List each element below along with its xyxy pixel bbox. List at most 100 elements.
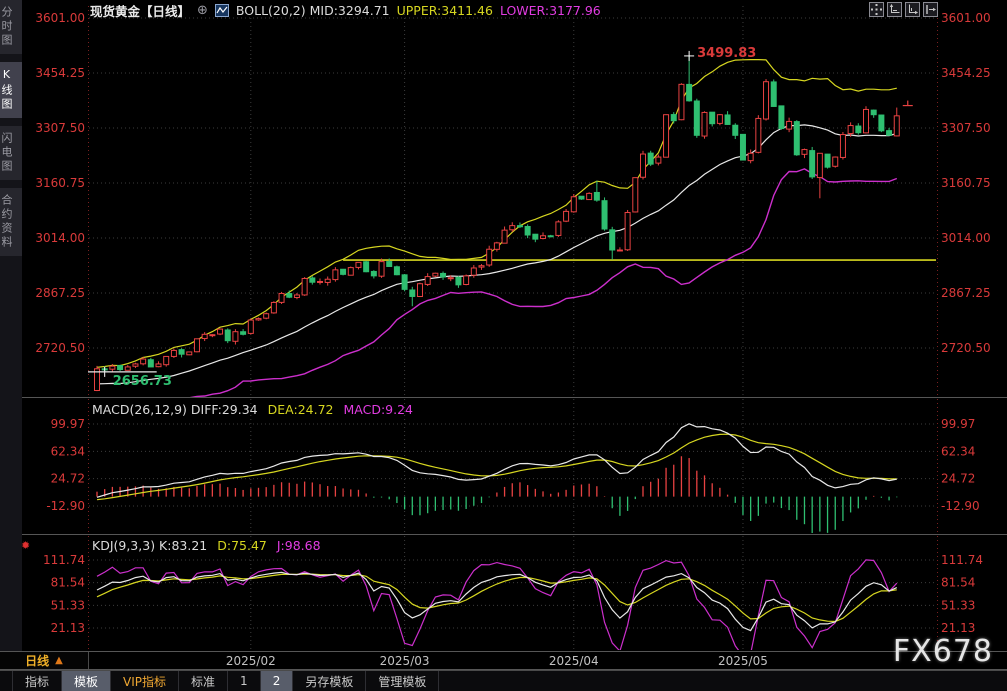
y-axis-label: 81.54 xyxy=(941,576,975,590)
candle-body xyxy=(763,81,770,120)
expand-icon[interactable]: ⊕ xyxy=(197,2,208,18)
candle-body xyxy=(809,150,816,178)
sidebar-item-time-chart[interactable]: 分时图 xyxy=(0,0,22,54)
toolbar-item-vip-indicators[interactable]: VIP指标 xyxy=(111,671,180,691)
toolbar-item-indicators[interactable]: 指标 xyxy=(13,671,63,691)
candle-body xyxy=(709,111,716,125)
candle-body xyxy=(516,225,523,228)
toolbar-item-manage-templates[interactable]: 管理模板 xyxy=(366,671,440,691)
candle-body xyxy=(447,277,454,280)
y-axis-label: 62.34 xyxy=(51,444,85,458)
toolbar-lead-spacer xyxy=(0,671,13,691)
candle-body xyxy=(109,365,116,370)
toolbar-item-slot-1[interactable]: 1 xyxy=(228,671,261,691)
kdj-chart[interactable] xyxy=(96,559,898,656)
candle-body xyxy=(286,293,293,298)
candle-body xyxy=(124,366,131,371)
candle-body xyxy=(155,363,162,368)
candle-body xyxy=(455,276,462,286)
candle-body xyxy=(878,114,885,132)
macd-dea-readout: DEA:24.72 xyxy=(267,402,334,417)
alert-icon[interactable]: ✹ xyxy=(21,539,31,552)
candle-body xyxy=(609,229,616,251)
macd-readout: MACD(26,12,9) DIFF:29.34 xyxy=(92,402,258,417)
candle-body xyxy=(217,328,224,335)
crosshair-tool-icon[interactable] xyxy=(869,2,884,17)
candle-body xyxy=(624,212,631,251)
candle-body xyxy=(532,233,539,240)
y-axis-label: 3307.50 xyxy=(941,121,991,135)
candle-body xyxy=(147,359,154,368)
macd-dea-line xyxy=(96,433,897,501)
candle-body xyxy=(547,235,554,238)
candle-body xyxy=(686,83,693,102)
toolbar-item-standard[interactable]: 标准 xyxy=(179,671,229,691)
high-annotation: 3499.83 xyxy=(697,46,756,61)
pan-right-icon[interactable] xyxy=(923,2,938,17)
candle-body xyxy=(801,149,808,155)
y-axis-label: 21.13 xyxy=(51,621,85,635)
candle-body xyxy=(578,195,585,200)
macd-diff-line xyxy=(96,423,897,498)
candle-body xyxy=(470,267,477,276)
y-axis-label: 111.74 xyxy=(941,553,983,567)
toolbar-item-slot-2[interactable]: 2 xyxy=(260,671,294,691)
y-axis-label: 24.72 xyxy=(51,472,85,486)
y-axis-label: 62.34 xyxy=(941,444,975,458)
y-axis-label: 3601.00 xyxy=(941,11,991,25)
fit-x-axis-icon[interactable] xyxy=(905,2,920,17)
candle-body xyxy=(463,275,470,285)
toolbar-item-save-template[interactable]: 另存模板 xyxy=(293,671,367,691)
candle-body xyxy=(140,358,147,365)
candle-body xyxy=(232,331,239,342)
y-axis-label: 3160.75 xyxy=(941,176,991,190)
candle-body xyxy=(224,329,231,342)
candle-body xyxy=(632,177,639,213)
macd-chart[interactable] xyxy=(96,423,898,533)
candle-body xyxy=(170,349,177,357)
period-selector[interactable]: 日线 ▲ xyxy=(0,652,89,669)
candle-body xyxy=(163,355,170,366)
boll-upper-line xyxy=(96,58,897,368)
candle-body xyxy=(209,334,216,337)
boll-lower-readout: LOWER:3177.96 xyxy=(499,2,601,18)
candle-body xyxy=(886,130,893,136)
y-axis-label: 51.33 xyxy=(51,598,85,612)
sidebar-item-lightning-chart[interactable]: 闪电图 xyxy=(0,126,22,180)
candle-body xyxy=(340,268,347,275)
candle-body xyxy=(255,318,262,321)
candle-body xyxy=(132,363,139,367)
y-axis-label: 99.97 xyxy=(51,417,85,431)
candle-body xyxy=(501,229,508,244)
candle-body xyxy=(847,125,854,135)
main-chart[interactable] xyxy=(86,50,936,404)
candle-body xyxy=(309,277,316,283)
y-axis-label: 21.13 xyxy=(941,621,975,635)
sidebar-item-kline-chart[interactable]: K线图 xyxy=(0,62,22,118)
boll-mid-line xyxy=(96,124,897,385)
kdj-header: KDJ(9,3,3) K:83.21 D:75.47 J:98.68 xyxy=(92,538,321,553)
candle-body xyxy=(332,269,339,281)
kdj-k-line xyxy=(96,571,898,632)
candle-body xyxy=(401,274,408,290)
indicator-chart-icon[interactable] xyxy=(214,3,229,17)
candle-body xyxy=(832,156,839,167)
y-axis-label: 3160.75 xyxy=(35,176,85,190)
toolbar-item-templates[interactable]: 模板 xyxy=(62,671,112,691)
watermark: FX678 xyxy=(892,634,993,669)
fit-y-axis-icon[interactable] xyxy=(887,2,902,17)
candle-body xyxy=(732,124,739,136)
candle-body xyxy=(786,120,793,130)
date-label: 2025/04 xyxy=(549,654,599,668)
candle-body xyxy=(724,114,731,125)
candle-body xyxy=(793,121,800,156)
y-axis-label: -12.90 xyxy=(46,499,85,513)
bottom-toolbar: 指标 模板 VIP指标 标准 1 2 另存模板 管理模板 xyxy=(0,670,1007,691)
candle-body xyxy=(186,351,193,356)
sidebar-item-contract-info[interactable]: 合约资料 xyxy=(0,188,22,256)
y-axis-label: 111.74 xyxy=(43,553,85,567)
candle-body xyxy=(393,266,400,276)
candle-body xyxy=(270,301,277,314)
candle-body xyxy=(424,276,431,285)
